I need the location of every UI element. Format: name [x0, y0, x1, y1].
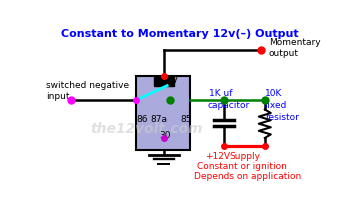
Bar [136, 76, 190, 150]
Text: capacitor: capacitor [208, 101, 250, 110]
Text: the12volt.com: the12volt.com [91, 122, 203, 136]
Text: Depends on application: Depends on application [194, 172, 302, 181]
Text: 30: 30 [159, 131, 170, 140]
Text: 1K uf: 1K uf [209, 89, 233, 98]
Text: +12V: +12V [205, 152, 230, 161]
Text: 10K: 10K [265, 89, 282, 98]
Text: switched negative: switched negative [47, 81, 130, 90]
Text: input: input [47, 92, 70, 101]
Text: 87: 87 [167, 76, 178, 85]
Text: 86: 86 [136, 115, 148, 124]
Text: output: output [269, 49, 299, 58]
Bar [154, 77, 174, 86]
Text: Constant or ignition: Constant or ignition [197, 162, 287, 171]
Text: 87a: 87a [150, 115, 167, 124]
Text: resistor: resistor [265, 113, 299, 122]
Text: 85: 85 [181, 115, 192, 124]
Text: fixed: fixed [265, 101, 287, 110]
Text: Supply: Supply [230, 152, 260, 161]
Text: Momentary: Momentary [269, 38, 321, 47]
Text: Constant to Momentary 12v(–) Output: Constant to Momentary 12v(–) Output [61, 29, 298, 39]
